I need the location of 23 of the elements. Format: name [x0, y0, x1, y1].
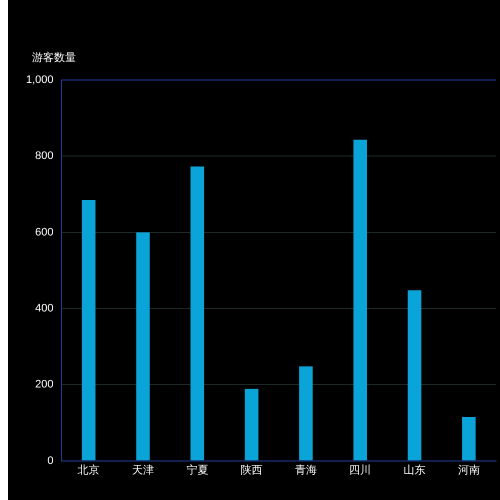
y-axis-title: 游客数量	[32, 50, 76, 65]
x-tick-label: 北京	[78, 463, 100, 476]
x-tick-label: 天津	[132, 463, 154, 476]
bar	[190, 166, 204, 460]
y-tick-label: 400	[35, 302, 54, 315]
bar	[136, 232, 150, 460]
x-tick-label: 宁夏	[186, 463, 208, 476]
x-tick-label: 青海	[294, 463, 317, 476]
x-tick-label: 四川	[349, 463, 372, 476]
y-tick-label: 800	[35, 150, 54, 162]
bar	[299, 366, 313, 460]
y-tick-label: 600	[35, 226, 54, 238]
bar	[353, 140, 368, 460]
bar	[82, 200, 96, 460]
x-tick-label: 陕西	[240, 464, 263, 476]
y-tick-label: 1,000	[26, 74, 54, 86]
bar	[408, 290, 422, 460]
y-tick-label: 0	[47, 454, 54, 467]
x-tick-label: 山东	[404, 463, 426, 476]
x-tick-label: 河南	[458, 463, 480, 476]
y-tick-label: 200	[35, 378, 54, 391]
bar	[244, 388, 258, 460]
bar	[462, 417, 476, 460]
